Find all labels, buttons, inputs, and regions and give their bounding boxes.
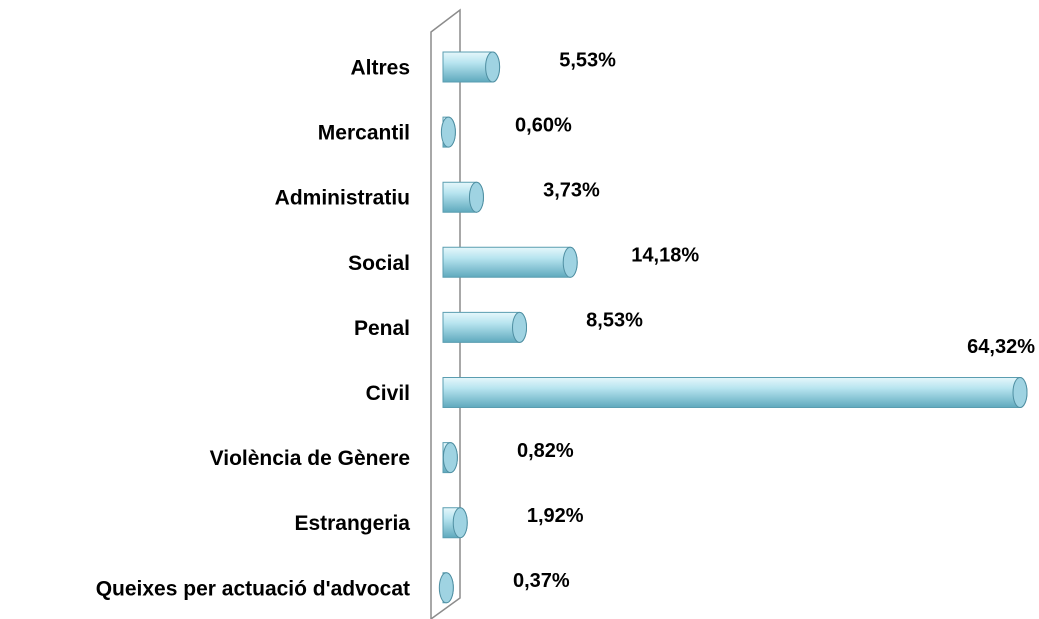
value-label: 0,82%	[517, 440, 574, 462]
bar-cap	[562, 246, 578, 278]
bar-cap	[1012, 377, 1028, 408]
value-label: 0,37%	[513, 570, 570, 592]
bar-cap	[442, 442, 458, 474]
value-label: 14,18%	[631, 245, 699, 267]
category-label: Queixes per actuació d'advocat	[96, 577, 410, 600]
bar-cap	[485, 51, 501, 83]
bar	[442, 246, 578, 278]
value-label: 0,60%	[515, 114, 572, 136]
bar-cap	[468, 181, 484, 213]
bar-cap	[512, 311, 528, 343]
value-label: 3,73%	[543, 179, 600, 201]
category-label: Social	[348, 252, 410, 275]
bar-cap	[440, 116, 456, 148]
category-label: Civil	[366, 382, 410, 405]
bar	[442, 377, 1028, 408]
value-label: 8,53%	[586, 310, 643, 332]
category-label: Penal	[354, 317, 410, 340]
category-label: Violència de Gènere	[210, 447, 410, 470]
value-label: 5,53%	[559, 49, 616, 71]
category-label: Altres	[350, 57, 410, 80]
value-label: 64,32%	[967, 336, 1035, 358]
value-label: 1,92%	[527, 505, 584, 527]
category-label: Estrangeria	[294, 512, 410, 535]
bar-cap	[452, 507, 468, 539]
category-label: Mercantil	[318, 122, 410, 145]
category-label: Administratiu	[275, 187, 410, 210]
bar-cap	[438, 572, 454, 604]
